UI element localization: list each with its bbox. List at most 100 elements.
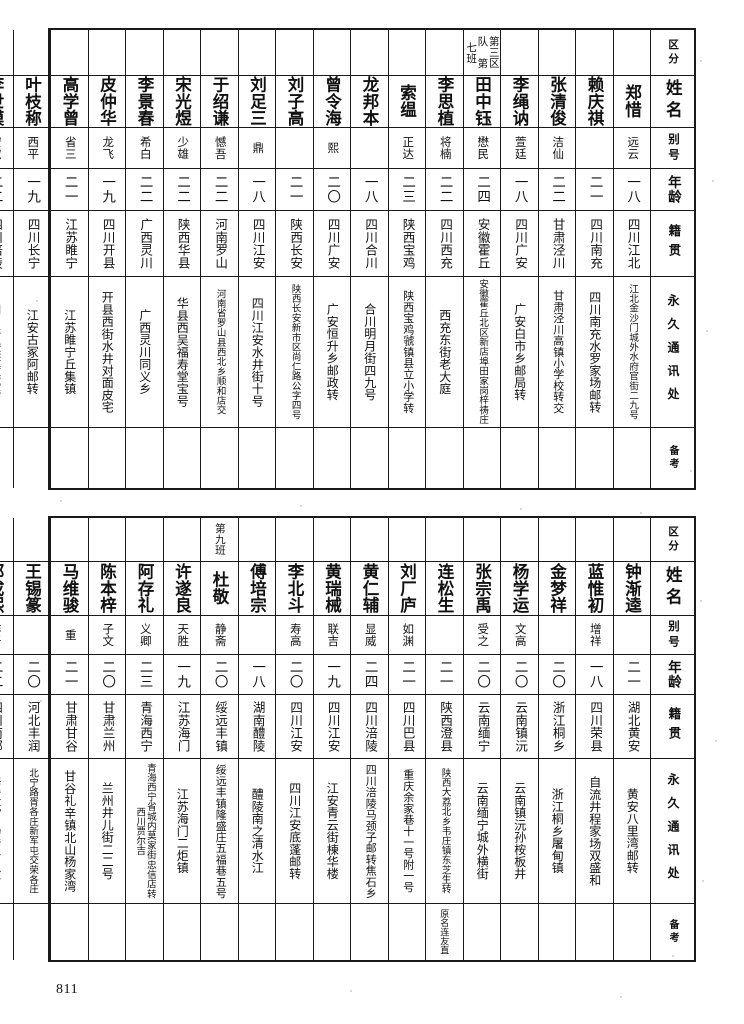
value-name: 宋光煜 bbox=[172, 75, 192, 127]
cell-age: 二一 bbox=[51, 169, 88, 212]
value-addr: 黄安八里湾邮转 bbox=[625, 788, 640, 874]
cell-age: 二一 bbox=[388, 655, 425, 696]
value-name: 刘厂庐 bbox=[397, 562, 417, 614]
cell-remark bbox=[201, 904, 238, 960]
cell-addr: 云南镇沅孙桉板井 bbox=[501, 759, 538, 905]
row-header-label-alias: 别号 bbox=[666, 619, 679, 651]
cell-name: 钟渐逵 bbox=[613, 562, 650, 616]
cell-addr: 甘肃泾川高镇小学校转交 bbox=[538, 277, 575, 429]
cell-age: 二〇 bbox=[463, 655, 500, 696]
cell-class: 第九班 bbox=[201, 518, 238, 562]
scan-speckle bbox=[60, 500, 62, 502]
cell-alias bbox=[238, 616, 275, 656]
value-alias: 熙 bbox=[326, 142, 339, 154]
cell-native: 甘肃兰州 bbox=[88, 695, 125, 759]
cell-addr: 梓潼元山场转分水岭 bbox=[0, 759, 13, 905]
person-column: 陈本梓 子文 二〇 甘肃兰州 兰州井儿街二二号 bbox=[87, 518, 126, 960]
value-age: 二〇 bbox=[512, 660, 528, 690]
cell-native: 河北丰润 bbox=[13, 695, 50, 759]
value-native: 甘肃泾川 bbox=[550, 218, 565, 270]
name-annotation-marker: 29 bbox=[27, 117, 36, 125]
cell-name: 金梦祥 bbox=[538, 562, 575, 616]
page-number: 811 bbox=[56, 982, 79, 997]
cell-native: 四川广安 bbox=[313, 211, 350, 277]
value-age: 二一 bbox=[62, 660, 78, 690]
scan-speckle bbox=[700, 60, 702, 62]
cell-remark bbox=[14, 904, 51, 960]
value-addr: 广安恒升乡邮政转 bbox=[325, 303, 340, 402]
cell-remark bbox=[389, 428, 426, 488]
value-alias: 正达 bbox=[401, 136, 414, 160]
cell-age: 一八 bbox=[576, 655, 613, 696]
value-alias: 希白 bbox=[138, 136, 151, 160]
person-column: 许遂良 天胜 一九 江苏海门 江苏海门二炬镇 bbox=[162, 518, 200, 960]
value-addr: 四川江安底蓬邮转 bbox=[287, 782, 302, 881]
cell-name: 刘子高 bbox=[276, 76, 313, 128]
value-remark: 原名连友直 bbox=[439, 909, 450, 956]
value-addr: 江苏睢宁丘集镇 bbox=[62, 309, 77, 395]
row-header-alias: 别号 bbox=[651, 616, 694, 656]
value-native: 陕西澄县 bbox=[438, 701, 453, 753]
cell-class bbox=[351, 30, 388, 76]
scan-speckle bbox=[520, 508, 522, 510]
cell-addr: 醴陵南之清水江 bbox=[238, 759, 275, 905]
person-column: 刘子高 二一 陕西长安 陕西长安新市区尚仁路公字四号 bbox=[275, 30, 313, 488]
cell-age: 二三 bbox=[388, 169, 425, 212]
row-header-class: 区分 bbox=[651, 30, 694, 76]
value-age: 一八 bbox=[625, 175, 641, 205]
value-native: 安徽霍丘 bbox=[475, 218, 490, 270]
cell-name: 张宗禹 bbox=[463, 562, 500, 616]
scan-speckle bbox=[700, 600, 702, 602]
value-name: 张宗禹 bbox=[472, 562, 492, 614]
cell-name: 宋光煜 bbox=[163, 75, 200, 128]
cell-remark: 原名连友直 bbox=[426, 904, 463, 960]
cell-name: 陈本梓 bbox=[88, 562, 125, 616]
cell-name: 连松生 bbox=[426, 562, 463, 616]
value-alias: 受之 bbox=[476, 623, 489, 647]
person-column: 黄瑞械 联吉 一九 四川江安 江安青云街棟华楼 bbox=[312, 518, 350, 960]
cell-name: 龙邦本 bbox=[351, 76, 388, 128]
cell-addr: 安徽霍丘北区新店埠田家岗梓祷庄 bbox=[463, 277, 500, 429]
scan-speckle bbox=[672, 955, 674, 957]
cell-class bbox=[426, 518, 463, 562]
cell-remark bbox=[89, 904, 126, 960]
cell-addr: 四川涪陵李渡邮转 bbox=[0, 277, 13, 429]
person-column: 刘足三鼎一八 四川江安 四川江安水井街十号 bbox=[237, 30, 275, 488]
person-column: 龙邦本 一八 四川合川 合川明月街四九号 bbox=[350, 30, 388, 488]
cell-native: 四川开县 bbox=[88, 211, 125, 277]
value-age: 二四 bbox=[362, 660, 378, 690]
value-addr: 陕西长安新市区尚仁路公字四号 bbox=[289, 284, 300, 420]
cell-class bbox=[613, 30, 650, 76]
cell-age: 二〇 bbox=[538, 655, 575, 696]
value-native: 四川江北 bbox=[625, 218, 640, 270]
cell-remark bbox=[464, 428, 501, 488]
value-name: 陈本梓 bbox=[97, 562, 117, 614]
person-column: 傅培宗 一八 湖南醴陵 醴陵南之清水江 bbox=[237, 518, 275, 960]
cell-native: 四川荣县 bbox=[576, 695, 613, 759]
cell-remark bbox=[0, 904, 13, 960]
cell-native: 四川江安 bbox=[276, 695, 313, 759]
value-addr: 华县西吴福寿堂宝号 bbox=[175, 297, 190, 408]
row-header-remark: 备考 bbox=[651, 904, 694, 960]
value-alias: 洁仙 bbox=[551, 136, 564, 160]
cell-addr: 四川涪陵马颈子邮转焦石乡 bbox=[351, 759, 388, 905]
cell-class bbox=[126, 518, 163, 562]
person-column: 张清俊 洁仙 二二 甘肃泾川 甘肃泾川高镇小学校转交 bbox=[537, 30, 575, 488]
value-alias: 西平 bbox=[26, 136, 39, 160]
row-header-label-remark: 备考 bbox=[667, 445, 678, 472]
cell-remark bbox=[314, 428, 351, 488]
person-column: 李世模宏猷二二四川涪陵四川涪陵李渡邮转 bbox=[0, 30, 13, 488]
cell-native: 湖北黄安 bbox=[613, 695, 650, 759]
cell-name: 杨学运 bbox=[501, 562, 538, 616]
scan-speckle bbox=[706, 330, 708, 332]
value-age: 一八 bbox=[250, 175, 266, 205]
cell-addr: 江北金沙门城外水府官街二九号 bbox=[613, 277, 650, 429]
cell-name: 皮仲华 bbox=[88, 76, 125, 128]
person-column: 李思植 将楠 二二 四川西充 西充东街老大庭 bbox=[425, 30, 463, 488]
person-column: 马维骏重二一 甘肃甘谷 甘谷礼辛镇北山杨家湾 bbox=[50, 518, 88, 960]
value-age: 一八 bbox=[512, 175, 528, 205]
cell-addr: 四川江安水井街十号 bbox=[238, 277, 275, 429]
cell-addr: 陕西长安新市区尚仁路公字四号 bbox=[276, 277, 313, 429]
value-addr: 江安古冢阿邮转 bbox=[25, 309, 40, 395]
cell-addr: 江苏海门二炬镇 bbox=[163, 759, 200, 905]
